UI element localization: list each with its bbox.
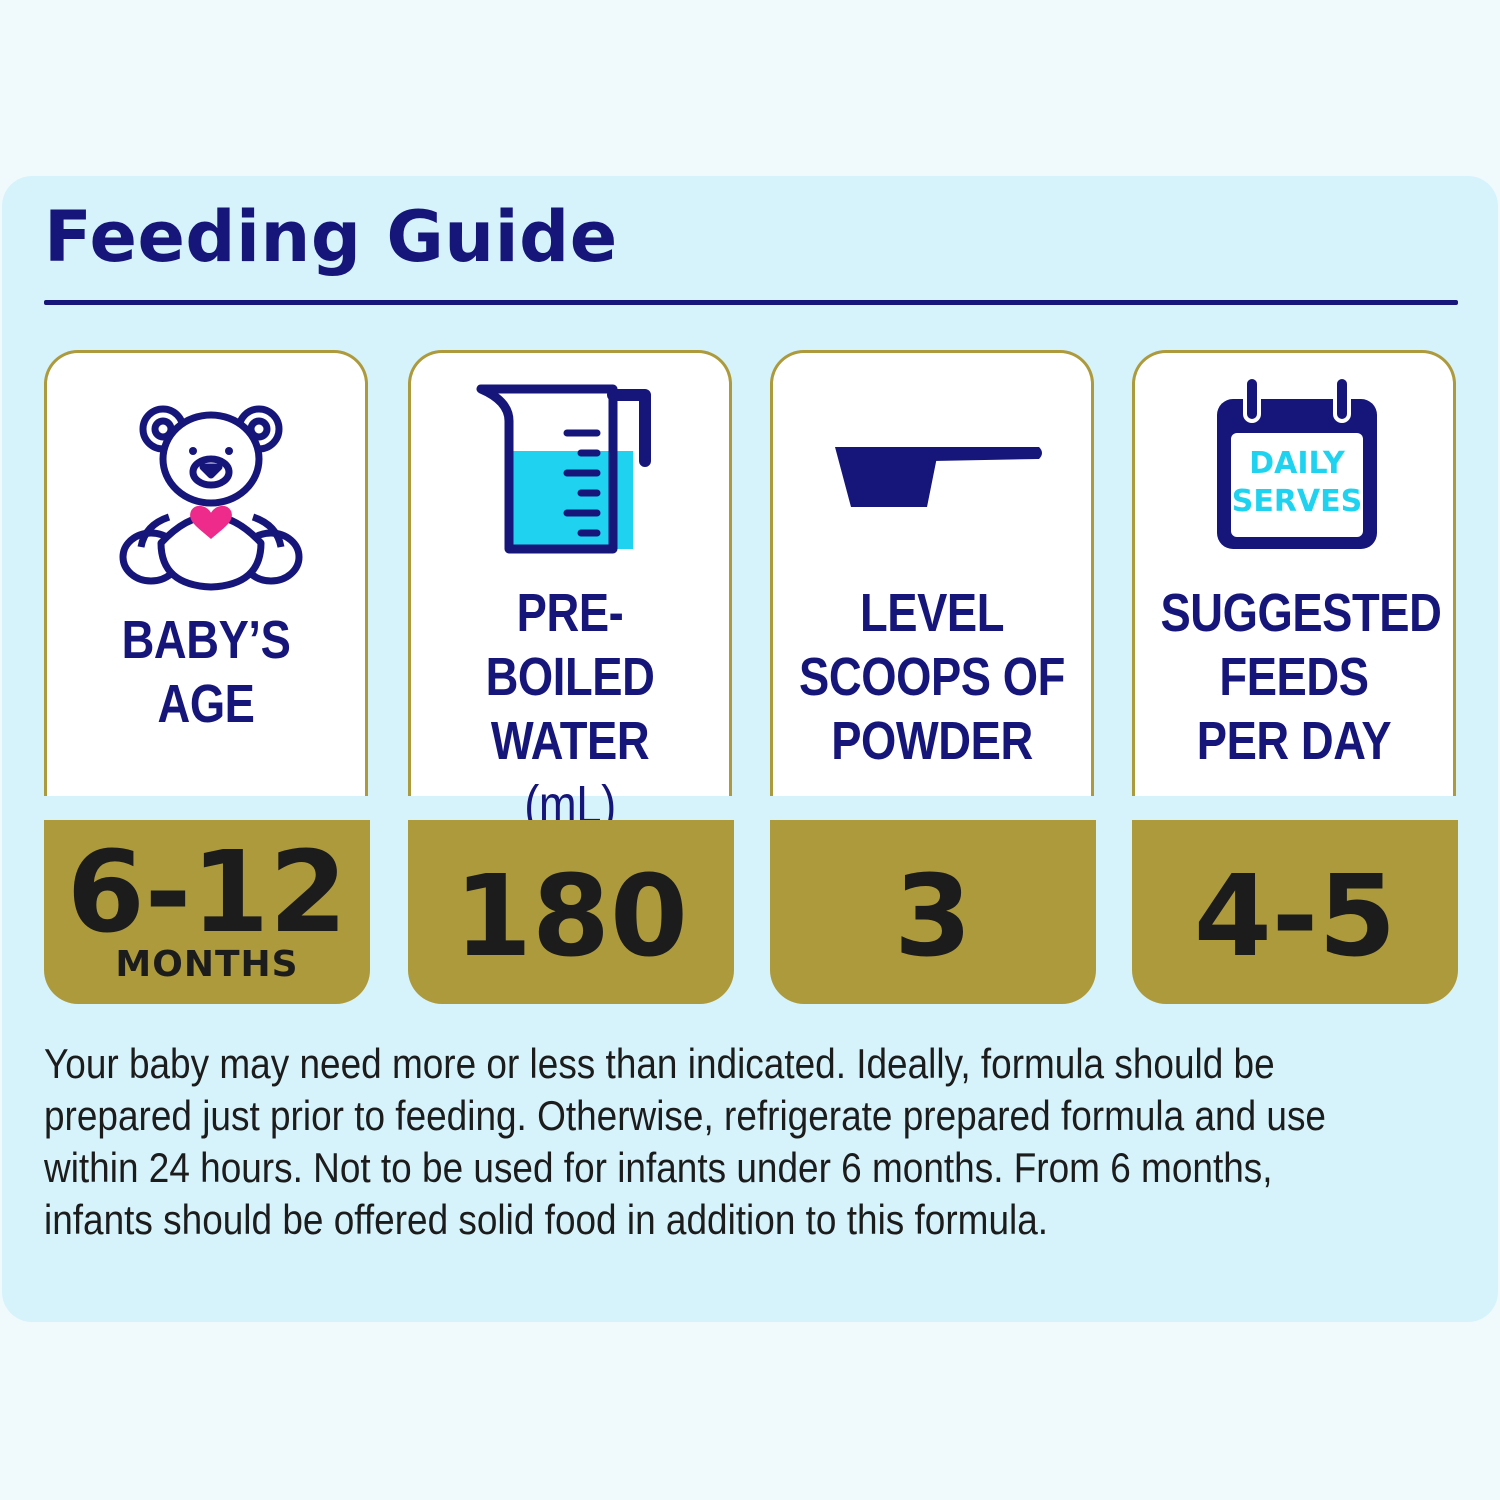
value-feeds-per-day: 4-5 — [1132, 820, 1458, 1004]
card-babys-age: BABY’S AGE — [44, 350, 368, 796]
teddy-bear-icon — [47, 353, 365, 591]
feeds-label: SUGGESTED FEEDS PER DAY — [1160, 581, 1442, 773]
calendar-daily-text: DAILY — [1249, 446, 1346, 481]
note-line: within 24 hours. Not to be used for infa… — [44, 1144, 1273, 1191]
scoop-icon — [773, 353, 1091, 583]
card-feeds-per-day: DAILY SERVES SUGGESTED FEEDS PER DAY — [1132, 350, 1456, 796]
value-water: 180 — [408, 820, 734, 1004]
label-line: WATER — [490, 711, 650, 771]
calendar-icon: DAILY SERVES — [1135, 353, 1453, 583]
label-line: SCOOPS OF — [799, 647, 1065, 707]
card-scoops: LEVEL SCOOPS OF POWDER — [770, 350, 1094, 796]
label-line: POWDER — [831, 711, 1033, 771]
value-number: 3 — [894, 852, 972, 982]
label-line: FEEDS — [1219, 647, 1369, 707]
title-divider — [44, 300, 1458, 305]
value-number: 180 — [454, 852, 688, 982]
value-number: 4-5 — [1193, 852, 1397, 982]
card-water: PRE-BOILED WATER (mL) — [408, 350, 732, 835]
value-number: 6-12 — [66, 828, 348, 958]
note-line: infants should be offered solid food in … — [44, 1196, 1049, 1243]
water-label: PRE-BOILED WATER (mL) — [436, 581, 703, 837]
label-line: BABY’S — [121, 610, 291, 670]
label-line: LEVEL — [859, 583, 1005, 643]
scoops-label: LEVEL SCOOPS OF POWDER — [798, 581, 1065, 773]
note-line: Your baby may need more or less than ind… — [44, 1040, 1275, 1087]
measuring-jug-icon — [411, 353, 729, 583]
feeding-note: Your baby may need more or less than ind… — [44, 1038, 1326, 1246]
label-line: PRE-BOILED — [485, 583, 655, 707]
page-title: Feeding Guide — [44, 196, 618, 278]
value-babys-age: 6-12 MONTHS — [44, 820, 370, 1004]
label-line: SUGGESTED — [1160, 583, 1442, 643]
note-line: prepared just prior to feeding. Otherwis… — [44, 1092, 1326, 1139]
value-unit: MONTHS — [115, 944, 299, 985]
value-scoops: 3 — [770, 820, 1096, 1004]
label-line: AGE — [157, 674, 255, 734]
label-line: PER DAY — [1196, 711, 1392, 771]
calendar-serves-text: SERVES — [1232, 484, 1363, 519]
babys-age-label: BABY’S AGE — [72, 608, 339, 736]
